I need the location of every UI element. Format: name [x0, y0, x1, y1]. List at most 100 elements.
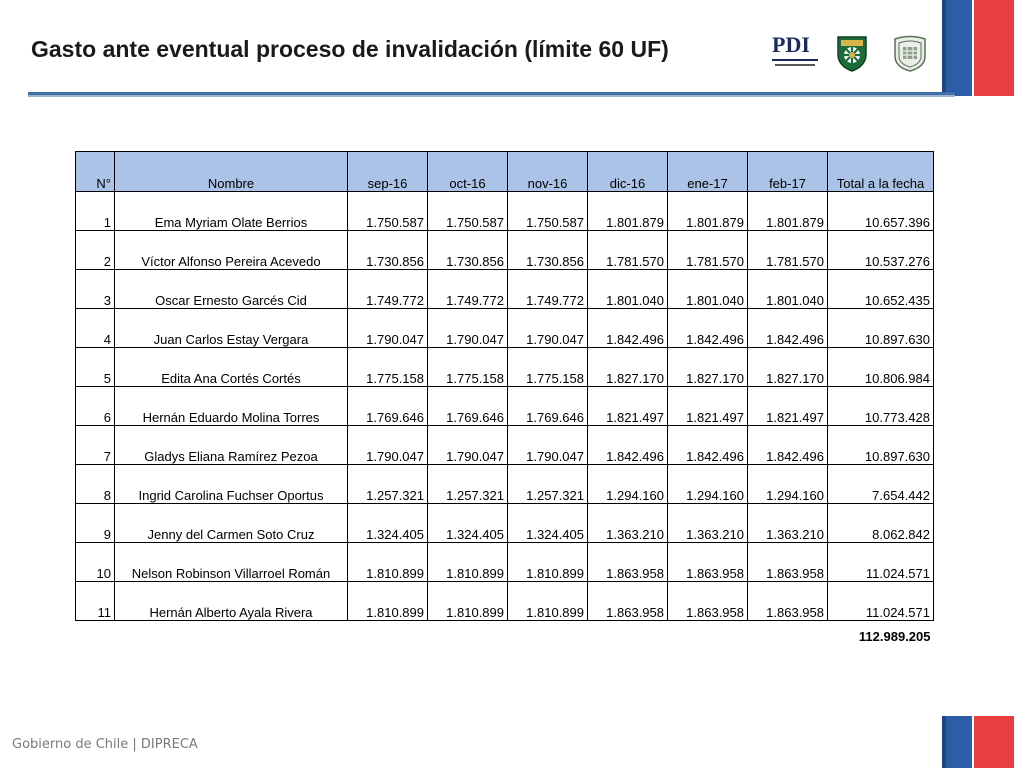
- pdi-logo-line: [772, 59, 818, 61]
- cell-total: 10.652.435: [827, 269, 934, 309]
- cell-dic-16: 1.821.497: [587, 386, 668, 426]
- cell-oct-16: 1.769.646: [427, 386, 508, 426]
- cell-dic-16: 1.363.210: [587, 503, 668, 543]
- cell-sep-16: 1.769.646: [347, 386, 428, 426]
- table-row: 4 Juan Carlos Estay Vergara 1.790.047 1.790…: [75, 308, 934, 348]
- cell-dic-16: 1.842.496: [587, 308, 668, 348]
- header-nov-16: nov-16: [507, 151, 588, 192]
- cell-ene-17: 1.863.958: [667, 542, 748, 582]
- cell-total: 7.654.442: [827, 464, 934, 504]
- cell-feb-17: 1.781.570: [747, 230, 828, 270]
- payments-table: N° Nombre sep-16 oct-16 nov-16 dic-16 en…: [75, 151, 934, 651]
- cell-sep-16: 1.810.899: [347, 542, 428, 582]
- cell-ene-17: 1.801.040: [667, 269, 748, 309]
- cell-nov-16: 1.769.646: [507, 386, 588, 426]
- cell-dic-16: 1.294.160: [587, 464, 668, 504]
- table-row: 5 Edita Ana Cortés Cortés 1.775.158 1.775.1…: [75, 347, 934, 387]
- cell-oct-16: 1.790.047: [427, 308, 508, 348]
- cell-number: 4: [75, 308, 115, 348]
- cell-nov-16: 1.775.158: [507, 347, 588, 387]
- cell-sep-16: 1.324.405: [347, 503, 428, 543]
- cell-total: 10.657.396: [827, 191, 934, 231]
- table-row: 10 Nelson Robinson Villarroel Román 1.810.…: [75, 542, 934, 582]
- cell-name: Ema Myriam Olate Berrios: [114, 191, 348, 231]
- cell-ene-17: 1.863.958: [667, 581, 748, 621]
- cell-number: 1: [75, 191, 115, 231]
- cell-feb-17: 1.294.160: [747, 464, 828, 504]
- table-row: 11 Hernán Alberto Ayala Rivera 1.810.899 1.…: [75, 581, 934, 621]
- cell-dic-16: 1.827.170: [587, 347, 668, 387]
- header-ene-17: ene-17: [667, 151, 748, 192]
- cell-number: 5: [75, 347, 115, 387]
- cell-number: 2: [75, 230, 115, 270]
- flag-stripe-shadow-top: [942, 0, 946, 96]
- cell-number: 6: [75, 386, 115, 426]
- cell-nov-16: 1.257.321: [507, 464, 588, 504]
- slide-title: Gasto ante eventual proceso de invalidac…: [31, 36, 669, 62]
- title-underline-shadow: [28, 95, 955, 97]
- cell-oct-16: 1.730.856: [427, 230, 508, 270]
- cell-feb-17: 1.863.958: [747, 581, 828, 621]
- cell-ene-17: 1.781.570: [667, 230, 748, 270]
- table-body: 1 Ema Myriam Olate Berrios 1.750.587 1.750.…: [75, 191, 934, 621]
- table-row: 3 Oscar Ernesto Garcés Cid 1.749.772 1.749.…: [75, 269, 934, 309]
- grand-total-row: 112.989.205: [76, 621, 934, 652]
- cell-feb-17: 1.363.210: [747, 503, 828, 543]
- cell-total: 10.806.984: [827, 347, 934, 387]
- cell-number: 7: [75, 425, 115, 465]
- cell-oct-16: 1.790.047: [427, 425, 508, 465]
- cell-ene-17: 1.842.496: [667, 308, 748, 348]
- cell-ene-17: 1.801.879: [667, 191, 748, 231]
- cell-name: Hernán Alberto Ayala Rivera: [114, 581, 348, 621]
- cell-feb-17: 1.827.170: [747, 347, 828, 387]
- pdi-logo: PDI: [772, 34, 822, 72]
- cell-name: Gladys Eliana Ramírez Pezoa: [114, 425, 348, 465]
- cell-oct-16: 1.257.321: [427, 464, 508, 504]
- header-name: Nombre: [114, 151, 348, 192]
- cell-total: 11.024.571: [827, 542, 934, 582]
- header-oct-16: oct-16: [427, 151, 508, 192]
- cell-nov-16: 1.790.047: [507, 308, 588, 348]
- table-header-row: N° Nombre sep-16 oct-16 nov-16 dic-16 en…: [75, 151, 934, 192]
- cell-name: Víctor Alfonso Pereira Acevedo: [114, 230, 348, 270]
- cell-dic-16: 1.801.040: [587, 269, 668, 309]
- cell-feb-17: 1.842.496: [747, 425, 828, 465]
- cell-feb-17: 1.842.496: [747, 308, 828, 348]
- cell-dic-16: 1.842.496: [587, 425, 668, 465]
- flag-stripe-shadow-bottom: [942, 716, 946, 768]
- cell-oct-16: 1.750.587: [427, 191, 508, 231]
- cell-total: 10.537.276: [827, 230, 934, 270]
- carabineros-shield-logo: [834, 34, 870, 72]
- cell-sep-16: 1.775.158: [347, 347, 428, 387]
- cell-oct-16: 1.775.158: [427, 347, 508, 387]
- cell-sep-16: 1.790.047: [347, 308, 428, 348]
- cell-dic-16: 1.863.958: [587, 542, 668, 582]
- cell-name: Nelson Robinson Villarroel Román: [114, 542, 348, 582]
- cell-total: 8.062.842: [827, 503, 934, 543]
- cell-oct-16: 1.810.899: [427, 542, 508, 582]
- table-row: 6 Hernán Eduardo Molina Torres 1.769.646 1.…: [75, 386, 934, 426]
- cell-sep-16: 1.730.856: [347, 230, 428, 270]
- header-number: N°: [75, 151, 115, 192]
- cell-nov-16: 1.730.856: [507, 230, 588, 270]
- cell-feb-17: 1.821.497: [747, 386, 828, 426]
- cell-oct-16: 1.749.772: [427, 269, 508, 309]
- cell-number: 10: [75, 542, 115, 582]
- header-total: Total a la fecha: [827, 151, 934, 192]
- cell-nov-16: 1.810.899: [507, 581, 588, 621]
- cell-name: Juan Carlos Estay Vergara: [114, 308, 348, 348]
- footer-text: Gobierno de Chile | DIPRECA: [12, 737, 198, 752]
- institution-logos: PDI: [772, 34, 932, 74]
- cell-total: 11.024.571: [827, 581, 934, 621]
- cell-nov-16: 1.810.899: [507, 542, 588, 582]
- cell-oct-16: 1.324.405: [427, 503, 508, 543]
- cell-name: Jenny del Carmen Soto Cruz: [114, 503, 348, 543]
- cell-total: 10.773.428: [827, 386, 934, 426]
- table-row: 9 Jenny del Carmen Soto Cruz 1.324.405 1.32…: [75, 503, 934, 543]
- cell-ene-17: 1.827.170: [667, 347, 748, 387]
- header-sep-16: sep-16: [347, 151, 428, 192]
- cell-sep-16: 1.750.587: [347, 191, 428, 231]
- payments-table-container: N° Nombre sep-16 oct-16 nov-16 dic-16 en…: [75, 151, 934, 651]
- flag-stripe-red-bottom: [974, 716, 1014, 768]
- flag-stripe-red-top: [974, 0, 1014, 96]
